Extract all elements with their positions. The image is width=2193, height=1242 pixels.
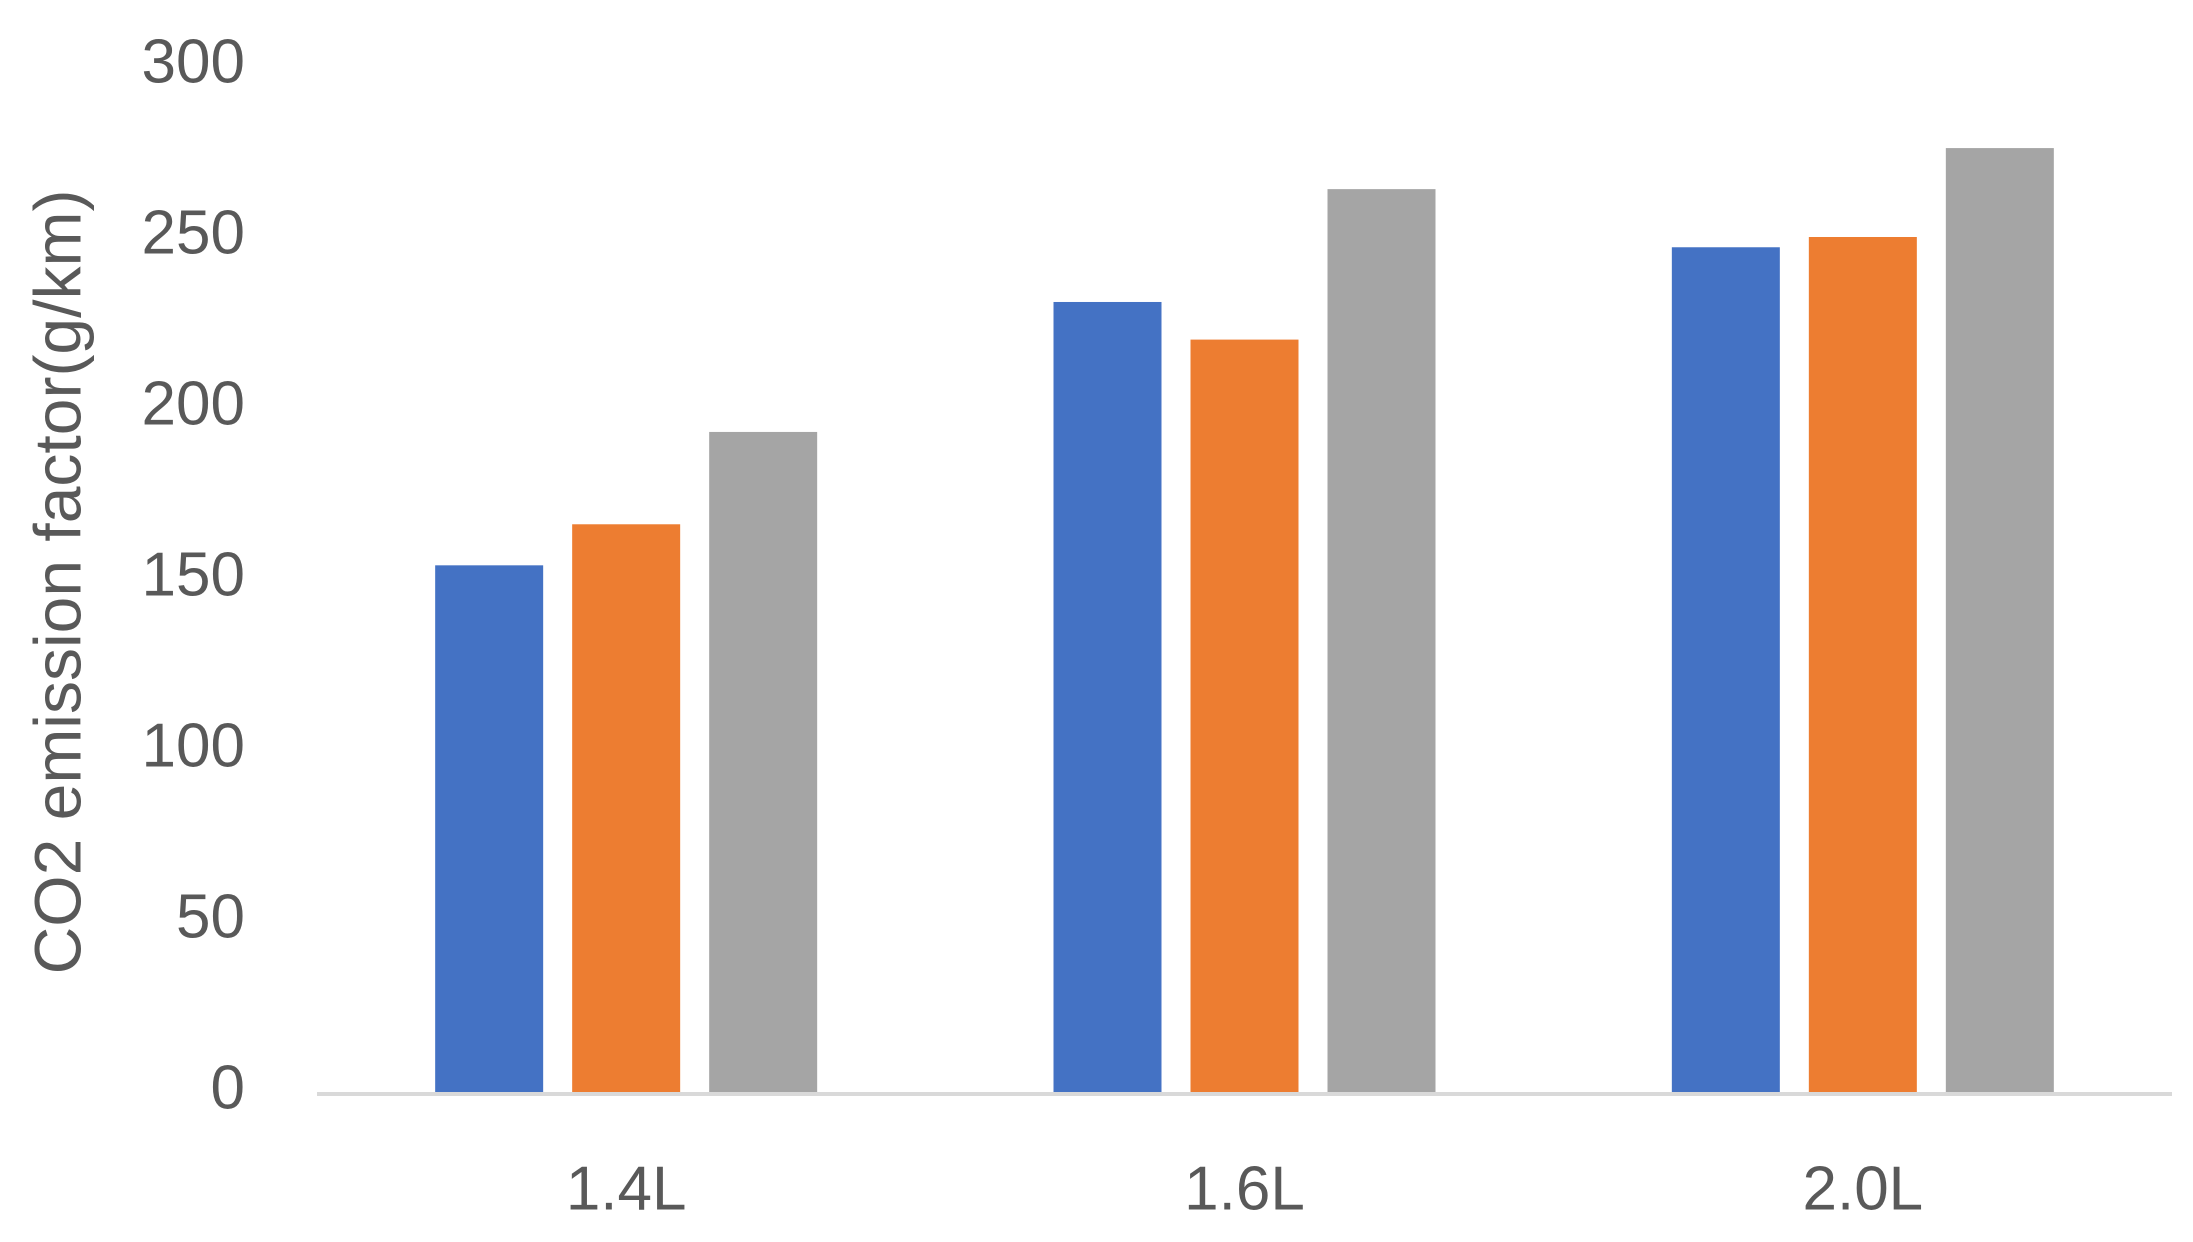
x-tick-label: 1.4L [566, 1154, 687, 1223]
y-tick-label: 50 [176, 882, 245, 951]
bar [572, 524, 681, 1092]
bar [435, 565, 544, 1092]
y-tick-label: 150 [142, 540, 245, 609]
bar [1327, 189, 1436, 1092]
y-tick-label: 200 [142, 369, 245, 438]
y-tick-label: 100 [142, 711, 245, 780]
bar [1053, 301, 1162, 1093]
y-tick-label: 300 [142, 27, 245, 96]
bar [1808, 237, 1917, 1092]
y-axis-title: CO2 emission factor(g/km) [20, 190, 94, 975]
y-tick-label: 250 [142, 198, 245, 267]
bar [1190, 339, 1299, 1093]
bar [1671, 247, 1780, 1092]
bar [1945, 148, 2054, 1092]
x-tick-label: 2.0L [1802, 1154, 1923, 1223]
x-tick-label: 1.6L [1184, 1154, 1305, 1223]
bar [709, 431, 818, 1092]
y-tick-label: 0 [211, 1053, 245, 1122]
